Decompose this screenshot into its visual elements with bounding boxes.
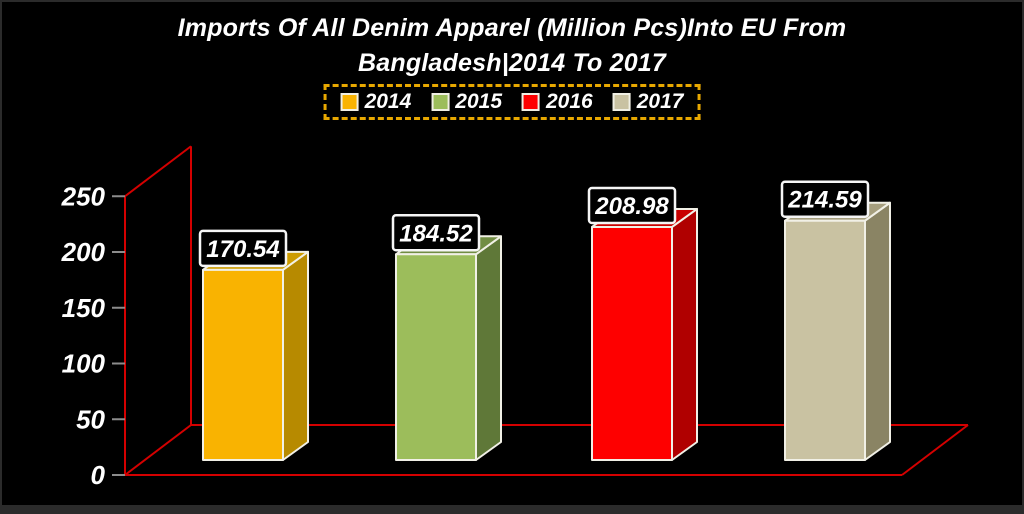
- value-label-text: 170.54: [206, 236, 279, 263]
- axis-frame-line: [124, 424, 192, 476]
- legend-item-2016: 2016: [522, 90, 593, 114]
- legend-label-2016: 2016: [546, 90, 593, 113]
- legend-item-2015: 2015: [431, 90, 502, 114]
- window-edge-left: [0, 0, 2, 514]
- bar-side-face: [282, 250, 309, 461]
- legend-swatch-2014-icon: [340, 93, 359, 111]
- legend-swatch-2017-icon: [612, 93, 631, 111]
- value-label-text: 214.59: [787, 187, 862, 214]
- axis-frame-line: [901, 424, 969, 476]
- bar-value-label-2017: 214.59: [780, 180, 870, 218]
- y-axis-label: 100: [62, 349, 106, 379]
- bar-side-face: [475, 235, 502, 461]
- value-label-text: 208.98: [594, 193, 669, 220]
- legend-swatch-2016-icon: [522, 93, 540, 111]
- legend-item-2014: 2014: [340, 90, 412, 114]
- bar-front-face: [202, 268, 284, 461]
- bar-2014: [202, 250, 309, 461]
- y-axis-label: 50: [76, 404, 105, 434]
- legend-swatch-2015-icon: [431, 93, 450, 111]
- bar-2017: [784, 201, 891, 461]
- legend-label-2015: 2015: [455, 90, 502, 113]
- legend: 2014 2015 2016 2017: [323, 84, 701, 120]
- window-edge-bottom: [0, 505, 1024, 514]
- axis-frame-line: [124, 145, 192, 198]
- bar-front-face: [591, 225, 673, 461]
- bar-2015: [395, 235, 502, 461]
- bar-front-face: [784, 219, 866, 461]
- window-edge-top: [0, 0, 1024, 2]
- chart-title-line2: Bangladesh|2014 To 2017: [357, 49, 667, 77]
- value-label-box: [391, 214, 481, 252]
- y-axis-label: 0: [91, 460, 106, 490]
- chart-title: Imports Of All Denim Apparel (Million Pc…: [0, 11, 1024, 81]
- legend-item-2017: 2017: [612, 90, 684, 114]
- bar-side-face: [671, 207, 698, 461]
- value-label-box: [198, 229, 288, 268]
- bar-front-face: [395, 253, 477, 461]
- bar-value-label-2016: 208.98: [587, 186, 677, 225]
- value-label-box: [587, 186, 677, 225]
- value-label-box: [780, 180, 870, 218]
- value-label-text: 184.52: [399, 220, 473, 247]
- window-edge-right: [1022, 0, 1024, 514]
- y-axis-label: 150: [62, 293, 106, 323]
- legend-label-2017: 2017: [636, 90, 684, 113]
- bar-2016: [591, 207, 698, 461]
- bar-value-label-2014: 170.54: [198, 229, 288, 268]
- y-axis-label: 250: [61, 181, 106, 211]
- bar-side-face: [864, 201, 891, 461]
- bar-value-label-2015: 184.52: [391, 214, 481, 252]
- legend-label-2014: 2014: [364, 90, 412, 113]
- chart-title-line1: Imports Of All Denim Apparel (Million Pc…: [177, 14, 847, 42]
- y-axis-label: 200: [61, 237, 106, 267]
